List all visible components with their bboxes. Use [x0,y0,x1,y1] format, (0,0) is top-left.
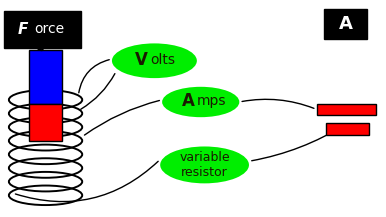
FancyBboxPatch shape [317,104,376,115]
Text: F: F [18,22,28,37]
Ellipse shape [162,87,239,117]
FancyBboxPatch shape [29,104,62,141]
Text: mps: mps [197,94,226,108]
FancyBboxPatch shape [324,9,367,39]
Text: A: A [182,92,195,110]
Text: variable
resistor: variable resistor [179,151,230,179]
FancyBboxPatch shape [4,11,81,48]
Text: olts: olts [150,53,175,67]
FancyBboxPatch shape [29,50,62,104]
Text: orce: orce [35,22,65,36]
Text: A: A [339,15,352,33]
Ellipse shape [112,43,197,78]
FancyBboxPatch shape [326,123,369,135]
Ellipse shape [160,146,249,183]
Text: V: V [135,51,147,69]
